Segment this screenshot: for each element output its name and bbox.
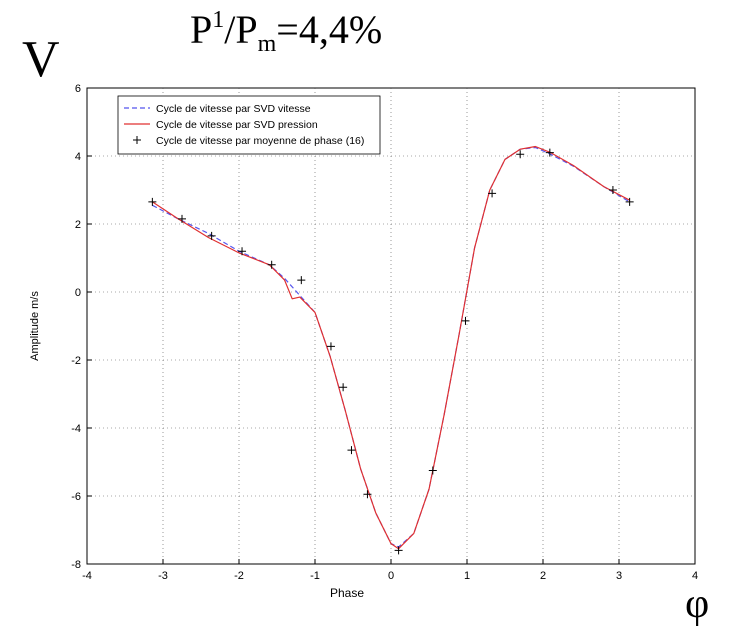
ratio-value: =4,4% xyxy=(276,7,383,52)
x-tick-label: 1 xyxy=(464,570,470,582)
y-tick-label: 6 xyxy=(75,83,81,95)
phase-average-marker xyxy=(339,383,348,392)
phase-average-marker xyxy=(625,197,634,206)
y-tick-label: -2 xyxy=(71,355,81,367)
axis-ticks: -4 -3 -2 -1 0 1 2 3 4 -8 -6 -4 -2 0 2 4 6 xyxy=(71,83,698,582)
x-tick-label: 4 xyxy=(692,570,698,582)
velocity-symbol: V xyxy=(22,31,60,88)
svd-pression-line xyxy=(152,145,630,550)
legend: Cycle de vitesse par SVD vitesse Cycle de… xyxy=(117,95,381,155)
phase-average-marker xyxy=(516,150,525,159)
y-tick-label: 2 xyxy=(75,219,81,231)
phase-average-marker xyxy=(207,231,216,240)
legend-marker-moyenne xyxy=(133,136,141,144)
phase-average-marker xyxy=(238,247,247,256)
y-tick-label: -6 xyxy=(71,491,81,503)
legend-box xyxy=(117,95,381,155)
ratio-p-superscript: 1 xyxy=(212,7,225,33)
phase-average-marker xyxy=(347,446,356,455)
phase-average-marker xyxy=(363,490,372,499)
phase-average-marker xyxy=(297,276,306,285)
ratio-p-subscript: m xyxy=(257,31,277,57)
x-tick-label: -3 xyxy=(158,570,168,582)
phase-average-marker xyxy=(326,342,335,351)
x-axis-label: Phase xyxy=(330,586,364,600)
y-tick-label: -8 xyxy=(71,559,81,571)
pressure-ratio-label: P1/Pm=4,4% xyxy=(190,6,382,58)
x-tick-label: -1 xyxy=(310,570,320,582)
x-tick-label: -2 xyxy=(234,570,244,582)
ratio-p: P xyxy=(190,7,213,52)
x-tick-label: -4 xyxy=(82,570,92,582)
x-tick-label: 2 xyxy=(540,570,546,582)
phase-average-marker xyxy=(178,214,186,223)
phase-average-marker xyxy=(488,189,497,198)
y-axis-label: Amplitude m/s xyxy=(29,291,41,361)
phase-symbol: φ xyxy=(685,581,710,627)
phase-average-marker xyxy=(267,260,276,269)
ratio-slash: /P xyxy=(224,7,258,52)
legend-entry-label: Cycle de vitesse par moyenne de phase (1… xyxy=(156,135,364,147)
y-tick-label: -4 xyxy=(71,423,81,435)
grid-lines xyxy=(87,88,695,564)
phase-average-marker xyxy=(428,466,437,475)
x-tick-label: 0 xyxy=(388,570,394,582)
phase-average-marker xyxy=(394,546,403,555)
series-group xyxy=(148,145,634,555)
phase-average-marker xyxy=(461,316,470,325)
y-tick-label: 0 xyxy=(75,287,81,299)
legend-entry-label: Cycle de vitesse par SVD pression xyxy=(156,119,318,131)
y-tick-label: 4 xyxy=(75,151,81,163)
phase-average-marker xyxy=(608,186,617,194)
x-tick-label: 3 xyxy=(616,570,622,582)
phase-average-marker xyxy=(545,148,554,157)
legend-entry-label: Cycle de vitesse par SVD vitesse xyxy=(156,103,311,115)
phase-average-marker xyxy=(148,197,157,206)
